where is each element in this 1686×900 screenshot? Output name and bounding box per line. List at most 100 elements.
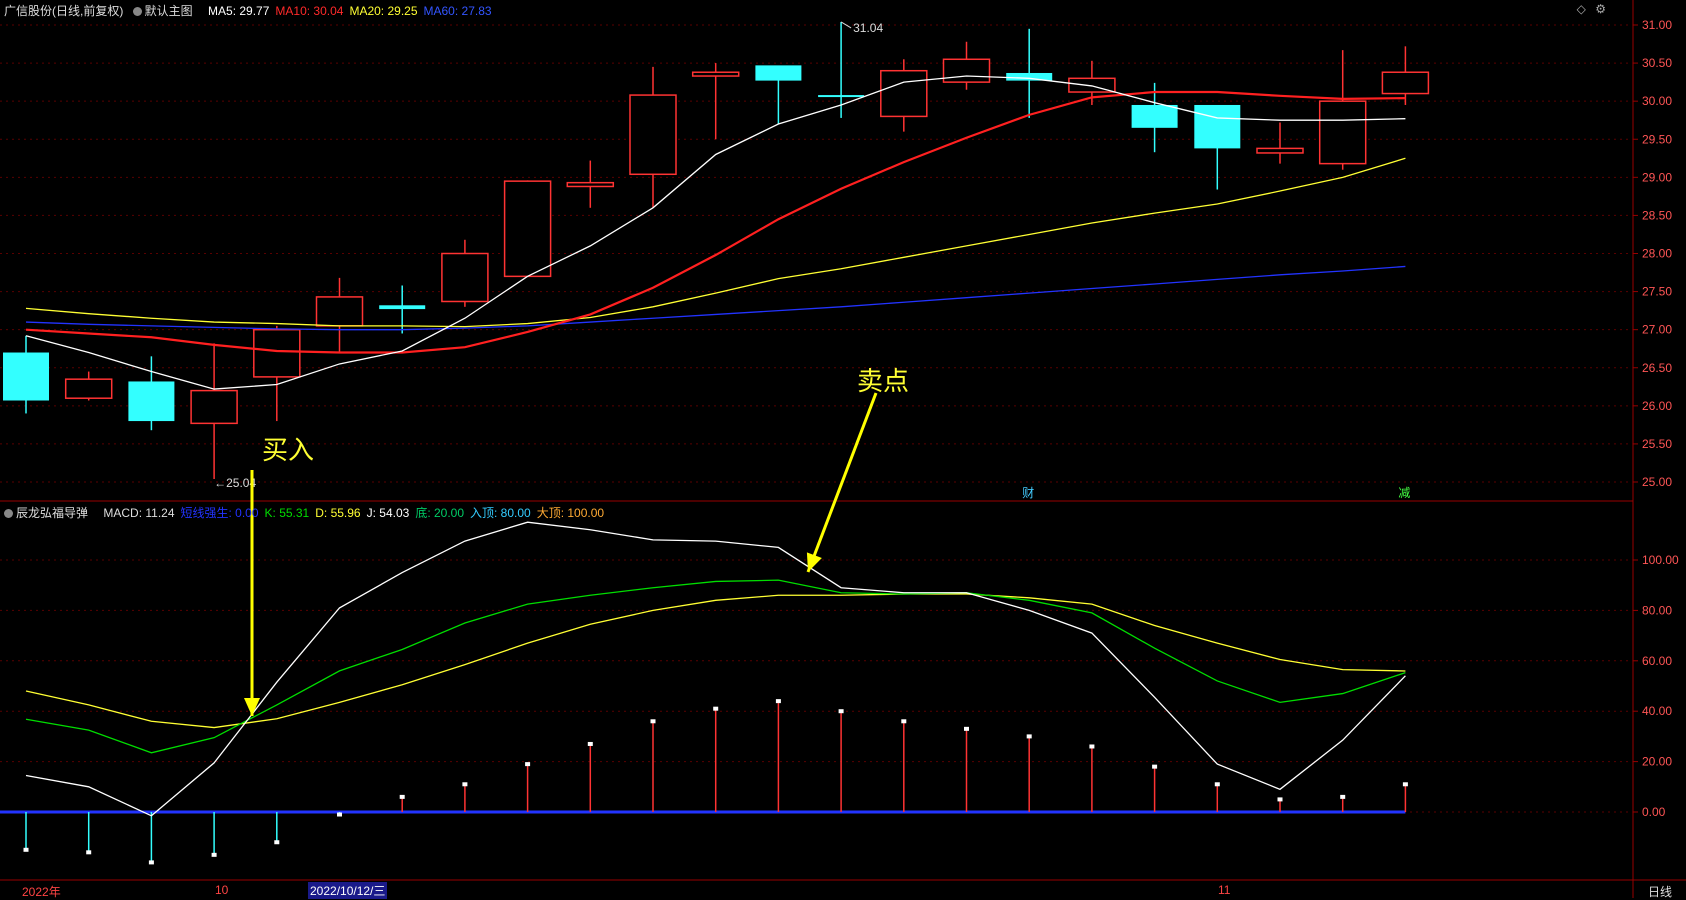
candle-body xyxy=(253,328,301,378)
jian-tag: 减 xyxy=(1398,486,1410,500)
price-tick-label: 29.00 xyxy=(1642,170,1672,184)
price-tick-label: 26.00 xyxy=(1642,399,1672,413)
indicator-legend: MACD: 11.24 短线强生: 0.00 K: 55.31 D: 55.96 J: … xyxy=(103,506,610,520)
macd-bar-cap xyxy=(1340,794,1346,799)
cai-tag: 财 xyxy=(1022,486,1034,500)
ma-label-2: MA20: 29.25 xyxy=(349,4,418,18)
indicator-label-3: D: 55.96 xyxy=(315,506,361,520)
candle-body xyxy=(128,381,175,422)
macd-bar-cap xyxy=(1152,764,1158,769)
diamond-icon[interactable]: ◇ xyxy=(1576,2,1586,16)
candle-body xyxy=(1318,100,1367,165)
candle-body xyxy=(942,58,991,83)
macd-bar-cap xyxy=(1089,744,1095,749)
ma10-line xyxy=(25,90,1406,354)
indicator-tick-label: 60.00 xyxy=(1642,654,1672,668)
price-tick-label: 31.00 xyxy=(1642,18,1672,32)
macd-bar-cap xyxy=(525,762,531,767)
ma-label-1: MA10: 30.04 xyxy=(275,4,344,18)
price-tick-label: 29.50 xyxy=(1642,132,1672,146)
macd-bar-cap xyxy=(86,850,92,855)
x-label-nov: 11 xyxy=(1218,883,1231,897)
ma-label-0: MA5: 29.77 xyxy=(208,4,270,18)
macd-bar-cap xyxy=(1214,782,1220,787)
candle-body xyxy=(629,94,677,176)
indicator-label-1: 短线强生: 0.00 xyxy=(180,506,259,520)
buy-arrow-head xyxy=(244,698,260,716)
candle-body xyxy=(566,181,615,188)
candle-body xyxy=(1381,71,1430,95)
candle-body xyxy=(190,389,238,425)
corner-controls: ◇ ⚙ xyxy=(1571,2,1606,16)
indicator-tick-label: 80.00 xyxy=(1642,603,1672,617)
macd-bar-cap xyxy=(650,719,656,724)
price-tick-label: 30.00 xyxy=(1642,94,1672,108)
high-marker xyxy=(840,21,852,29)
macd-bar-cap xyxy=(337,812,342,817)
x-label-year: 2022年 xyxy=(22,885,61,899)
j-line xyxy=(25,521,1406,817)
x-label-oct: 10 xyxy=(215,883,229,897)
indicator-name[interactable]: 辰龙弘福导弹 xyxy=(4,506,94,520)
macd-bar-cap xyxy=(274,840,280,845)
indicator-label-0: MACD: 11.24 xyxy=(103,506,175,520)
candle-body xyxy=(3,352,49,401)
indicator-tick-label: 40.00 xyxy=(1642,704,1672,718)
ma-label-3: MA60: 27.83 xyxy=(423,4,492,18)
macd-bar-cap xyxy=(1402,782,1408,787)
indicator-label-6: 入顶: 80.00 xyxy=(470,506,531,520)
price-tick-label: 26.50 xyxy=(1642,361,1672,375)
candle-body xyxy=(503,180,552,278)
macd-bar-cap xyxy=(399,794,405,799)
candle-body xyxy=(691,71,740,77)
macd-bar-cap xyxy=(1277,797,1283,802)
price-tick-label: 30.50 xyxy=(1642,56,1672,70)
ma-legend: MA5: 29.77 MA10: 30.04 MA20: 29.25 MA60: 27… xyxy=(208,4,498,18)
macd-bar-cap xyxy=(901,719,907,724)
candle-body xyxy=(1006,72,1053,81)
indicator-tick-label: 20.00 xyxy=(1642,755,1672,769)
buy-annotation: 买入 xyxy=(262,436,315,466)
macd-bar-cap xyxy=(775,699,781,704)
ma20-line xyxy=(25,157,1406,328)
settings-icon[interactable] xyxy=(4,509,13,518)
indicator-tick-label: 100.00 xyxy=(1642,553,1679,567)
indicator-label-7: 大顶: 100.00 xyxy=(536,506,605,520)
sell-annotation: 卖点 xyxy=(857,367,910,397)
sell-arrow-head xyxy=(806,552,822,572)
settings-icon[interactable] xyxy=(132,7,142,16)
macd-bar-cap xyxy=(1026,734,1032,739)
candle-body xyxy=(818,95,865,98)
k-line xyxy=(25,579,1406,754)
macd-bar-cap xyxy=(838,709,844,714)
high-label: 31.04 xyxy=(853,21,883,35)
price-tick-label: 27.00 xyxy=(1642,323,1672,337)
price-tick-label: 28.00 xyxy=(1642,247,1672,261)
candle-body xyxy=(1194,104,1241,149)
main-chart-label[interactable]: 默认主图 xyxy=(132,4,199,18)
candle-body xyxy=(379,305,426,310)
ma60-line xyxy=(25,265,1406,331)
macd-bar-cap xyxy=(462,782,468,787)
period-label[interactable]: 日线 xyxy=(1648,885,1673,899)
candle-body xyxy=(755,65,802,81)
candle-body xyxy=(880,69,928,118)
sell-arrow xyxy=(806,392,878,573)
macd-bar-cap xyxy=(964,726,969,731)
price-header: 广信股份(日线,前复权) 默认主图 MA5: 29.77 MA10: 30.04 M… xyxy=(4,2,504,19)
price-tick-label: 25.50 xyxy=(1642,437,1672,451)
stock-title: 广信股份(日线,前复权) xyxy=(4,4,124,18)
candle-body xyxy=(64,378,113,399)
low-label: ←25.04 xyxy=(214,476,256,490)
d-line xyxy=(25,593,1406,729)
macd-bar-cap xyxy=(713,706,719,711)
options-icon[interactable]: ⚙ xyxy=(1595,2,1606,16)
indicator-tick-label: 0.00 xyxy=(1642,805,1666,819)
macd-bar-cap xyxy=(587,741,593,746)
price-tick-label: 25.00 xyxy=(1642,475,1672,489)
x-label-date: 2022/10/12/三 xyxy=(308,882,388,899)
ma5-line xyxy=(25,75,1406,390)
candle-body xyxy=(1131,104,1178,128)
candle-body xyxy=(315,296,364,327)
